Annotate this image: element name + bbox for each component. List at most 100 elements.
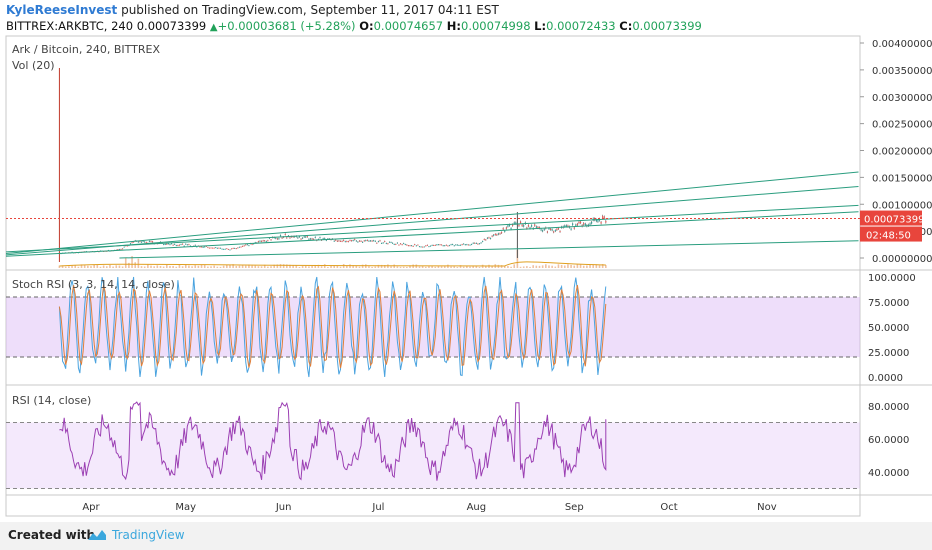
stoch-tick-label: 25.0000: [868, 348, 909, 359]
candle-body: [221, 248, 223, 250]
candle-body: [286, 237, 288, 239]
volume-bar: [582, 265, 585, 268]
candle-body: [396, 242, 398, 244]
candle-body: [496, 234, 498, 236]
volume-bar: [80, 264, 83, 268]
candle-body: [428, 246, 430, 248]
candle-body: [426, 244, 428, 246]
candle-body: [445, 244, 447, 246]
candle-body: [117, 249, 119, 251]
candle-body: [418, 246, 421, 248]
author-link[interactable]: KyleReeseInvest: [6, 3, 118, 17]
tradingview-brand[interactable]: TradingView: [112, 528, 185, 542]
price-tick-label: 0.00100000: [872, 200, 932, 211]
candle-body: [570, 228, 572, 230]
volume-indicator-label: Vol (20): [12, 59, 55, 72]
volume-bar: [592, 264, 594, 268]
candle-body: [177, 245, 179, 246]
volume-bar: [99, 266, 102, 268]
volume-bar: [178, 264, 181, 268]
candle-body: [450, 244, 452, 246]
candle-body: [459, 244, 462, 246]
price-tick-label: 0.00250000: [872, 120, 932, 131]
candle-body: [494, 233, 496, 235]
candle-body: [529, 227, 531, 229]
candle-body: [382, 242, 384, 244]
candle-body: [501, 232, 503, 234]
candle-body: [469, 244, 471, 246]
candle-body: [218, 247, 220, 249]
candle-body: [294, 236, 296, 238]
candle-body: [377, 241, 380, 242]
candle-body: [453, 245, 455, 247]
volume-bar: [507, 265, 509, 268]
candle-body: [542, 230, 544, 232]
candle-body: [559, 230, 561, 233]
candle-body: [148, 241, 151, 242]
volume-bar: [74, 265, 77, 268]
close-label: C:: [619, 19, 633, 33]
volume-bar: [210, 266, 212, 268]
volume-bar: [105, 266, 108, 268]
candle-body: [546, 231, 548, 233]
volume-bar: [462, 266, 465, 268]
candle-body: [437, 244, 440, 246]
volume-bar: [267, 266, 269, 268]
volume-bar: [352, 265, 354, 268]
symbol-text: BITTREX:ARKBTC, 240: [6, 19, 134, 33]
volume-bar: [361, 264, 364, 268]
tradingview-cloud-icon: [88, 530, 106, 540]
volume-bar: [349, 264, 351, 268]
volume-bar: [102, 265, 105, 268]
candle-body: [440, 244, 443, 246]
candle-body: [246, 244, 248, 246]
volume-bar: [115, 265, 118, 268]
candle-body: [365, 240, 367, 242]
stoch-d-line: [58, 285, 607, 369]
candle-body: [507, 225, 509, 227]
candle-body: [605, 221, 607, 223]
volume-bar: [453, 266, 456, 268]
volume-bar: [213, 265, 215, 268]
published-text: published on TradingView.com, September …: [117, 3, 499, 17]
candle-body: [265, 241, 267, 242]
volume-bar: [232, 264, 234, 268]
volume-bar: [437, 265, 440, 268]
volume-bar: [428, 266, 430, 268]
volume-bar: [314, 264, 317, 268]
volume-bar: [333, 265, 336, 268]
volume-bar: [598, 265, 601, 268]
volume-bar: [162, 266, 165, 268]
volume-bar: [270, 266, 272, 268]
created-with-text: Created with: [8, 528, 96, 542]
candle-body: [163, 244, 165, 246]
candle-body: [456, 244, 458, 246]
volume-bar: [548, 265, 550, 268]
candle-body: [335, 239, 337, 241]
candle-body: [123, 246, 125, 248]
volume-bar: [71, 265, 73, 268]
candle-body: [311, 238, 313, 240]
x-tick-label: Aug: [467, 502, 487, 513]
volume-bar: [279, 264, 282, 268]
candle-body: [313, 238, 315, 240]
volume-bar: [109, 264, 111, 268]
chart-area[interactable]: Ark / Bitcoin, 240, BITTREX Vol (20) Stoc…: [0, 0, 932, 522]
publish-line: KyleReeseInvest published on TradingView…: [6, 3, 499, 17]
volume-bar: [241, 265, 244, 268]
volume-bar: [96, 265, 99, 268]
volume-bar: [153, 266, 155, 268]
volume-bar: [529, 266, 531, 268]
volume-bar: [263, 264, 266, 268]
volume-bar: [491, 265, 493, 268]
candle-body: [126, 245, 128, 247]
volume-bar: [226, 264, 228, 268]
candle-body: [523, 225, 525, 227]
candle-body: [352, 240, 354, 241]
candle-body: [175, 245, 177, 247]
candle-body: [204, 246, 206, 248]
volume-bar: [229, 265, 231, 268]
candle-body: [373, 240, 375, 242]
candle-body: [235, 248, 237, 250]
candle-body: [278, 238, 280, 240]
